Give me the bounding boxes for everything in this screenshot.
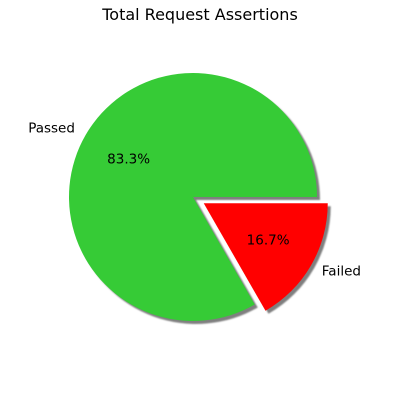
chart-title: Total Request Assertions bbox=[101, 5, 298, 24]
slice-label-failed: Failed bbox=[322, 264, 361, 280]
slice-pct-failed: 16.7% bbox=[247, 232, 290, 248]
slice-label-passed: Passed bbox=[28, 121, 75, 137]
slice-pct-passed: 83.3% bbox=[107, 152, 150, 168]
slice-passed bbox=[69, 73, 317, 321]
pie-slices bbox=[69, 73, 328, 321]
pie-labels: Passed 83.3% Failed 16.7% bbox=[28, 121, 361, 280]
slice-failed bbox=[203, 203, 328, 311]
